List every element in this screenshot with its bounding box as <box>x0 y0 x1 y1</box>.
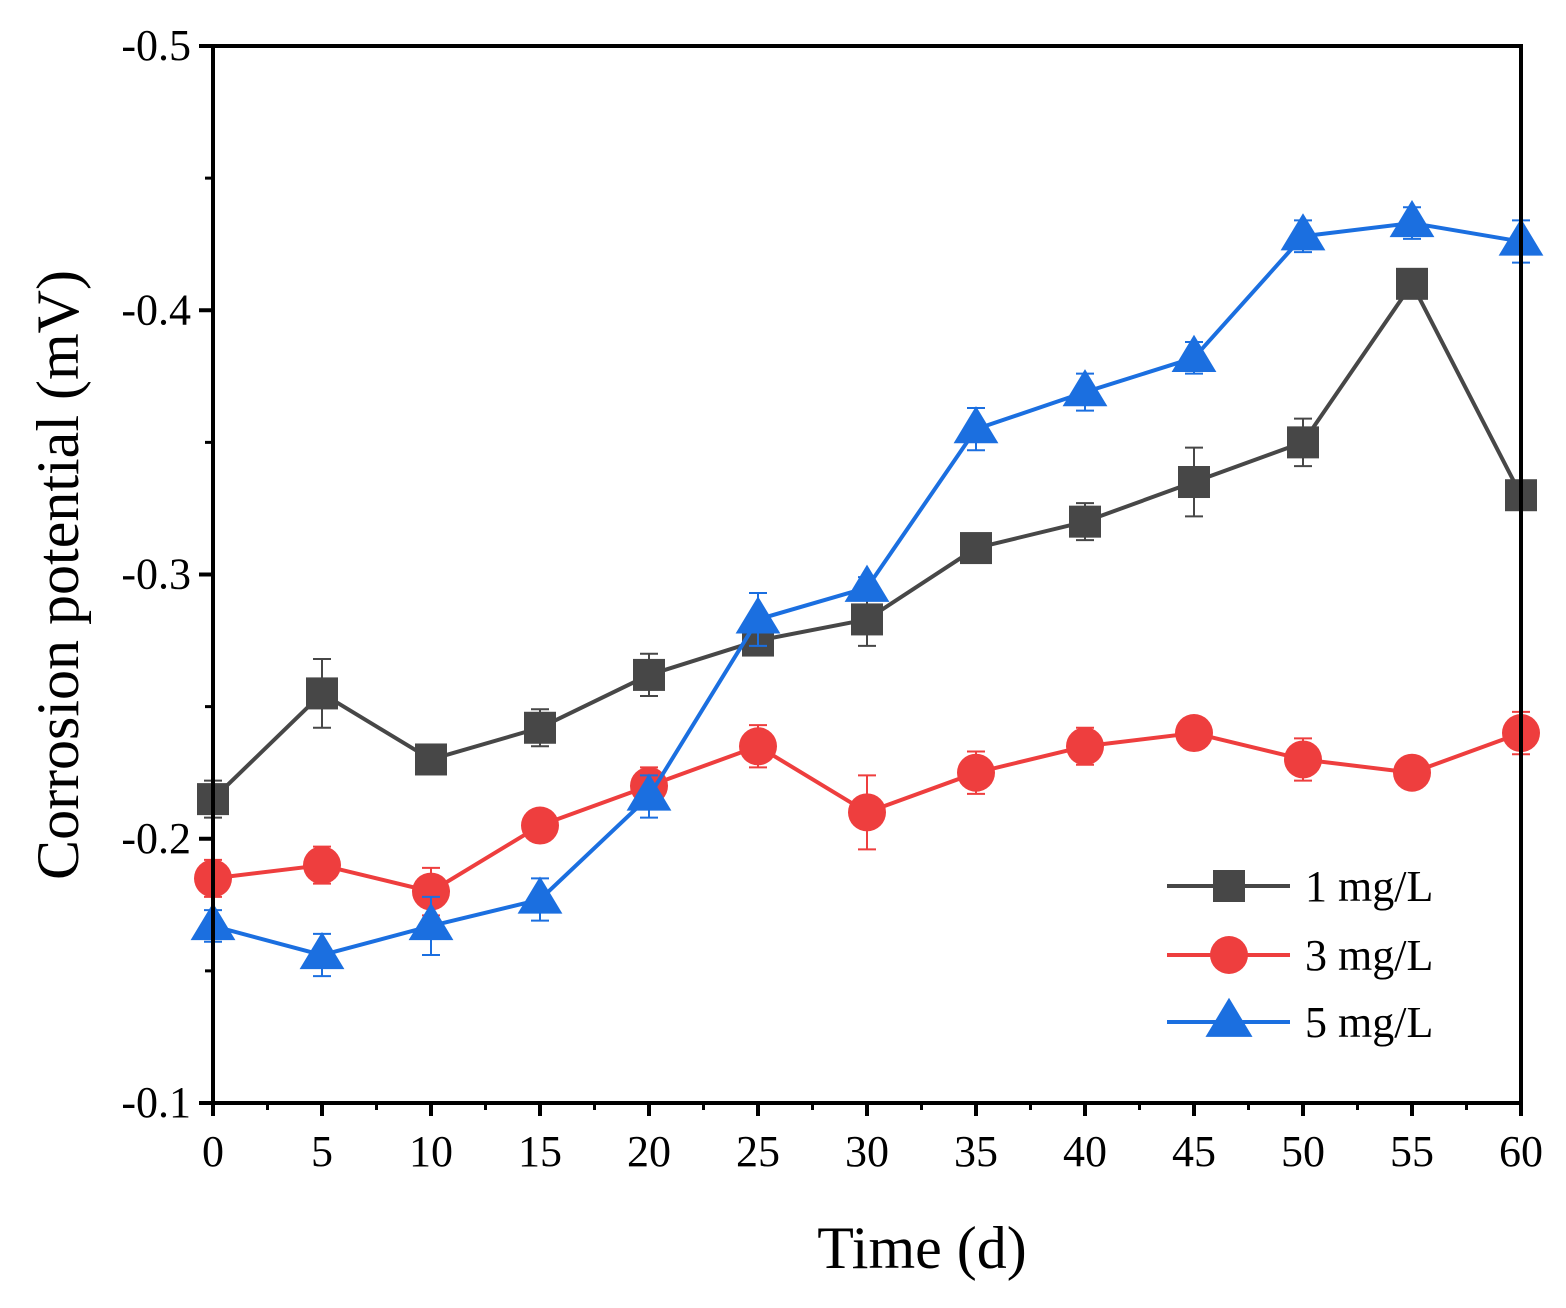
data-point <box>851 603 883 636</box>
x-tick-label: 35 <box>954 1127 998 1176</box>
data-point <box>517 876 563 914</box>
y-tick-label: -0.1 <box>121 1078 191 1127</box>
data-point <box>1284 740 1322 779</box>
legend: 1 mg/L 3 mg/L 5 mg/L <box>1167 862 1433 1047</box>
y-tick-label: -0.3 <box>121 550 191 599</box>
data-point <box>1389 199 1435 238</box>
x-tick-label: 15 <box>518 1127 562 1176</box>
data-point <box>408 902 454 941</box>
x-tick-label: 55 <box>1390 1127 1434 1176</box>
data-point <box>303 846 341 885</box>
series-1 <box>197 267 1537 819</box>
data-point <box>848 793 886 832</box>
legend-marker <box>1213 870 1245 902</box>
x-tick-label: 0 <box>202 1127 224 1176</box>
data-point <box>626 773 672 811</box>
data-point <box>953 406 999 444</box>
x-tick-label: 60 <box>1499 1127 1543 1176</box>
x-tick-label: 30 <box>845 1127 889 1176</box>
y-tick-label: -0.2 <box>121 814 191 863</box>
data-point <box>735 596 781 634</box>
y-axis-title: Corrosion potential (mV) <box>25 270 91 880</box>
data-point <box>633 658 665 691</box>
legend-marker <box>1205 997 1253 1037</box>
data-point <box>1280 213 1326 251</box>
data-point <box>1171 334 1217 372</box>
data-point <box>1062 369 1108 407</box>
legend-item: 3 mg/L <box>1167 931 1433 980</box>
y-tick-label: -0.4 <box>121 285 191 334</box>
data-point <box>524 711 556 744</box>
data-point <box>957 753 995 792</box>
legend-label: 1 mg/L <box>1305 862 1433 911</box>
data-point <box>1175 714 1213 753</box>
x-axis-title: Time (d) <box>817 1215 1026 1281</box>
legend-item: 1 mg/L <box>1167 862 1433 911</box>
legend-marker <box>1210 936 1248 974</box>
data-point <box>415 743 447 776</box>
y-tick-label: -0.5 <box>121 21 191 70</box>
series-3 <box>190 199 1544 978</box>
axis-layer: 0 5 10 15 20 25 30 35 40 45 50 55 60 -0.1 -0.2 -0.3 -0.4… <box>121 21 1543 1176</box>
legend-item: 5 mg/L <box>1167 997 1433 1047</box>
series-line <box>211 281 1523 801</box>
data-point <box>960 532 992 565</box>
data-point <box>1066 727 1104 766</box>
legend-label: 5 mg/L <box>1305 998 1433 1047</box>
data-point <box>844 564 890 602</box>
x-tick-label: 10 <box>409 1127 453 1176</box>
x-tick-label: 50 <box>1281 1127 1325 1176</box>
x-tick-label: 40 <box>1063 1127 1107 1176</box>
data-point <box>1287 426 1319 459</box>
legend-label: 3 mg/L <box>1305 931 1433 980</box>
data-layer <box>190 199 1544 978</box>
data-point <box>306 677 338 710</box>
data-point <box>1396 267 1428 300</box>
data-point <box>1393 753 1431 792</box>
data-point <box>299 931 345 970</box>
x-tick-label: 45 <box>1172 1127 1216 1176</box>
data-point <box>412 872 450 911</box>
data-point <box>1069 505 1101 538</box>
x-tick-label: 20 <box>627 1127 671 1176</box>
x-tick-label: 25 <box>736 1127 780 1176</box>
data-point <box>521 806 559 845</box>
data-point <box>1178 466 1210 499</box>
data-point <box>739 727 777 766</box>
x-tick-label: 5 <box>311 1127 333 1176</box>
